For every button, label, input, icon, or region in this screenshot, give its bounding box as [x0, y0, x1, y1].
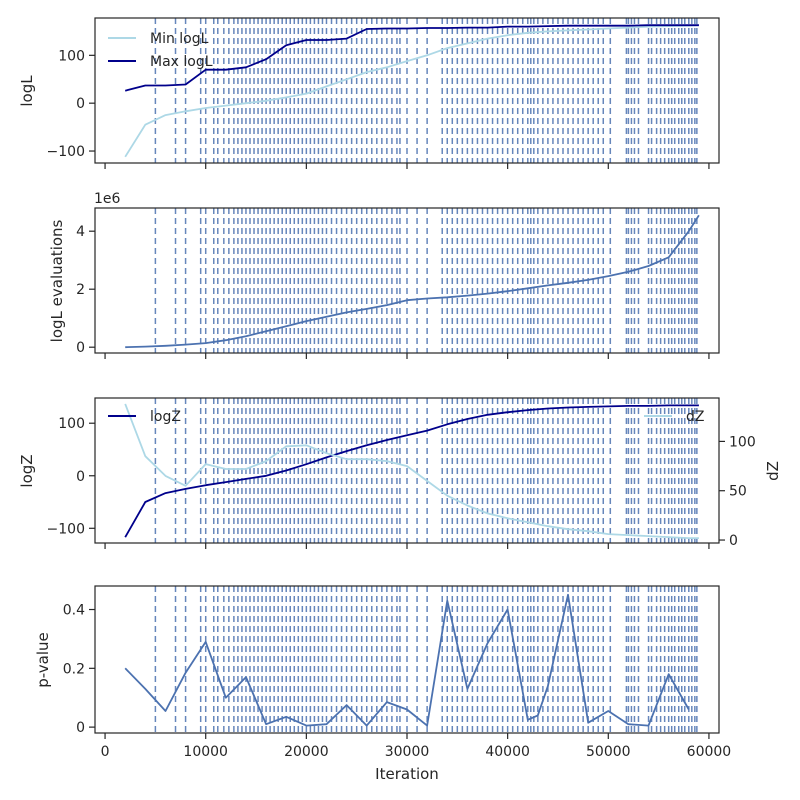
y-tick-label: 4	[76, 224, 85, 240]
x-tick-label: 30000	[385, 744, 430, 760]
panel-logz-ylabel: logZ	[18, 454, 36, 487]
panel-evaluations: 0 2 4 logL evaluations 1e6	[48, 191, 720, 359]
legend-min-logl-label: Min logL	[150, 31, 209, 47]
panel-evaluations-offset-label: 1e6	[94, 191, 121, 207]
y-tick-label: 0.2	[63, 661, 85, 677]
panel-logz: −100 0 100 0 50 100 logZ dZ logZ dZ	[18, 397, 782, 549]
y-tick-label: 0	[76, 340, 85, 356]
legend-max-logl-label: Max logL	[150, 54, 213, 70]
panel-pvalue: 0 0.2 0.4 0 10000 20000 30000 40000 50000 60000 p…	[34, 585, 732, 783]
series-max-logl-line	[124, 24, 699, 92]
panel-logl-legend: Min logL Max logL	[108, 31, 213, 70]
y-tick-label: 0.4	[63, 603, 85, 619]
panel-pvalue-ylabel: p-value	[34, 632, 52, 688]
panel-logz-legend-left: logZ	[108, 409, 181, 425]
panel-logl-ylabel: logL	[18, 75, 36, 107]
y2-tick-label: 100	[729, 434, 756, 450]
y-tick-label: −100	[47, 521, 85, 537]
legend-dz-label: dZ	[686, 409, 704, 425]
panel-logz-ylabel-right: dZ	[764, 461, 782, 481]
y2-tick-label: 0	[729, 533, 738, 549]
y-tick-label: 100	[58, 416, 85, 432]
y2-tick-label: 50	[729, 484, 747, 500]
panel-evaluations-ylabel: logL evaluations	[48, 219, 66, 342]
panel-logl: −100 0 100 logL Min logL Max logL	[18, 17, 720, 169]
series-dz-line	[124, 403, 699, 539]
y-tick-label: 100	[58, 48, 85, 64]
legend-logz-label: logZ	[150, 409, 181, 425]
x-tick-label: 40000	[485, 744, 530, 760]
x-tick-label: 20000	[284, 744, 329, 760]
x-tick-label: 10000	[183, 744, 228, 760]
y-tick-label: 2	[76, 282, 85, 298]
series-logz-line	[124, 404, 699, 538]
series-min-logl-line	[124, 24, 699, 158]
y-tick-label: 0	[76, 469, 85, 485]
panel-evaluations-plot: 0 2 4	[76, 207, 720, 359]
panel-logz-plot: −100 0 100 0 50 100	[47, 397, 756, 549]
y-tick-label: 0	[76, 720, 85, 736]
panel-pvalue-xlabel: Iteration	[375, 765, 439, 783]
panel-logl-plot: −100 0 100	[47, 17, 720, 169]
x-tick-label: 60000	[687, 744, 732, 760]
y-tick-label: 0	[76, 96, 85, 112]
x-tick-label: 50000	[586, 744, 631, 760]
panel-logz-legend-right: dZ	[644, 409, 704, 425]
y-tick-label: −100	[47, 144, 85, 160]
series-line-3	[124, 593, 690, 727]
x-tick-label: 0	[101, 744, 110, 760]
panel-pvalue-plot: 0 0.2 0.4 0 10000 20000 30000 40000 50000 60000	[63, 585, 732, 760]
series-line-1	[125, 214, 700, 349]
